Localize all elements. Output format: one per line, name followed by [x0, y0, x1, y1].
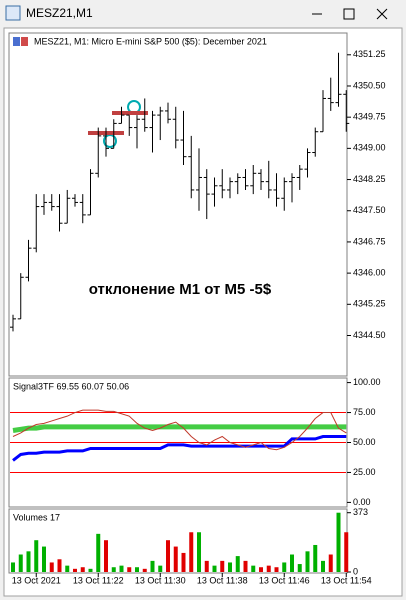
x-tick-label: 13 Oct 11:22: [73, 575, 124, 585]
maximize-button[interactable]: [343, 8, 355, 20]
y-tick-label: 25.00: [353, 467, 376, 477]
indicator-line: [12, 409, 347, 451]
volume-bar: [18, 554, 23, 572]
volume-bar: [251, 565, 256, 572]
y-tick-label: 4347.50: [353, 205, 386, 215]
y-tick-label: 4344.50: [353, 330, 386, 340]
y-tick-label: 4349.00: [353, 143, 386, 153]
y-tick-label: 75.00: [353, 407, 376, 417]
volume-bar: [274, 567, 279, 572]
volume-bar: [104, 540, 108, 572]
volume-bar: [305, 551, 310, 572]
y-tick-label: 0.00: [353, 497, 371, 507]
y-tick-label: 373: [353, 507, 368, 517]
volume-bar: [11, 562, 15, 572]
chart-icon: [13, 37, 20, 46]
volume-bar: [197, 532, 201, 572]
indicator-title: Signal3TF 69.55 60.07 50.06: [13, 381, 129, 391]
volume-bar: [88, 568, 93, 572]
volume-bar: [313, 544, 318, 572]
volume-bar: [266, 565, 271, 572]
price-chart-title: MESZ21, M1: Micro E-mini S&P 500 ($5): D…: [34, 36, 267, 46]
volume-bar: [243, 560, 248, 572]
chart-area: [3, 27, 403, 597]
volume-title: Volumes 17: [13, 512, 60, 522]
y-tick-label: 4346.75: [353, 236, 386, 246]
close-button[interactable]: [376, 8, 388, 20]
volume-bar: [204, 560, 209, 572]
volume-bar: [96, 533, 101, 572]
indicator-line: [12, 424, 347, 433]
x-tick-label: 13 Oct 2021: [12, 575, 61, 585]
volume-bar: [142, 568, 147, 572]
x-tick-label: 13 Oct 11:46: [259, 575, 310, 585]
volume-bar: [259, 567, 263, 572]
volume-bar: [228, 562, 232, 572]
volume-bar: [135, 567, 139, 572]
window-icon: [5, 5, 21, 21]
x-tick-label: 13 Oct 11:54: [321, 575, 372, 585]
volume-bar: [344, 532, 349, 572]
y-tick-label: 4350.50: [353, 80, 386, 90]
y-tick-label: 4349.75: [353, 112, 386, 122]
volume-bar: [235, 556, 240, 572]
volume-bar: [34, 540, 39, 572]
volume-bar: [321, 560, 325, 572]
y-tick-label: 100.00: [353, 377, 381, 387]
chart-icon: [21, 37, 28, 46]
volume-bar: [26, 551, 31, 572]
trade-level: [112, 111, 148, 115]
volume-bar: [336, 512, 341, 572]
volume-bar: [80, 567, 85, 572]
volume-bar: [282, 562, 287, 572]
y-tick-label: 4351.25: [353, 49, 386, 59]
price-panel: [8, 32, 348, 377]
y-tick-label: 4345.25: [353, 299, 386, 309]
volume-bar: [150, 560, 155, 572]
volume-bar: [173, 546, 178, 572]
volume-bar: [111, 567, 116, 572]
volume-bar: [181, 552, 186, 572]
x-tick-label: 13 Oct 11:38: [197, 575, 248, 585]
volume-bar: [65, 565, 70, 572]
volume-bar: [328, 554, 333, 572]
volume-bar: [158, 565, 163, 572]
volume-bar: [212, 565, 217, 572]
volume-bar: [42, 546, 46, 572]
annotation: отклонение М1 от М5 -5$: [89, 281, 272, 298]
volume-bar: [220, 560, 225, 572]
volume-bar: [119, 565, 124, 572]
volume-bar: [73, 568, 77, 572]
x-tick-label: 13 Oct 11:30: [135, 575, 186, 585]
y-tick-label: 50.00: [353, 437, 376, 447]
volume-bar: [166, 540, 170, 572]
volume-bar: [297, 564, 302, 572]
volume-bar: [290, 554, 294, 572]
y-tick-label: 4348.25: [353, 174, 386, 184]
window-title: MESZ21,M1: [26, 6, 93, 20]
y-tick-label: 4346.00: [353, 267, 386, 277]
volume-bar: [49, 562, 54, 572]
volume-bar: [189, 532, 194, 572]
y-tick-label: 0: [353, 566, 358, 576]
indicator-line: [12, 435, 347, 462]
volume-bar: [127, 567, 132, 572]
volume-bar: [57, 559, 62, 572]
